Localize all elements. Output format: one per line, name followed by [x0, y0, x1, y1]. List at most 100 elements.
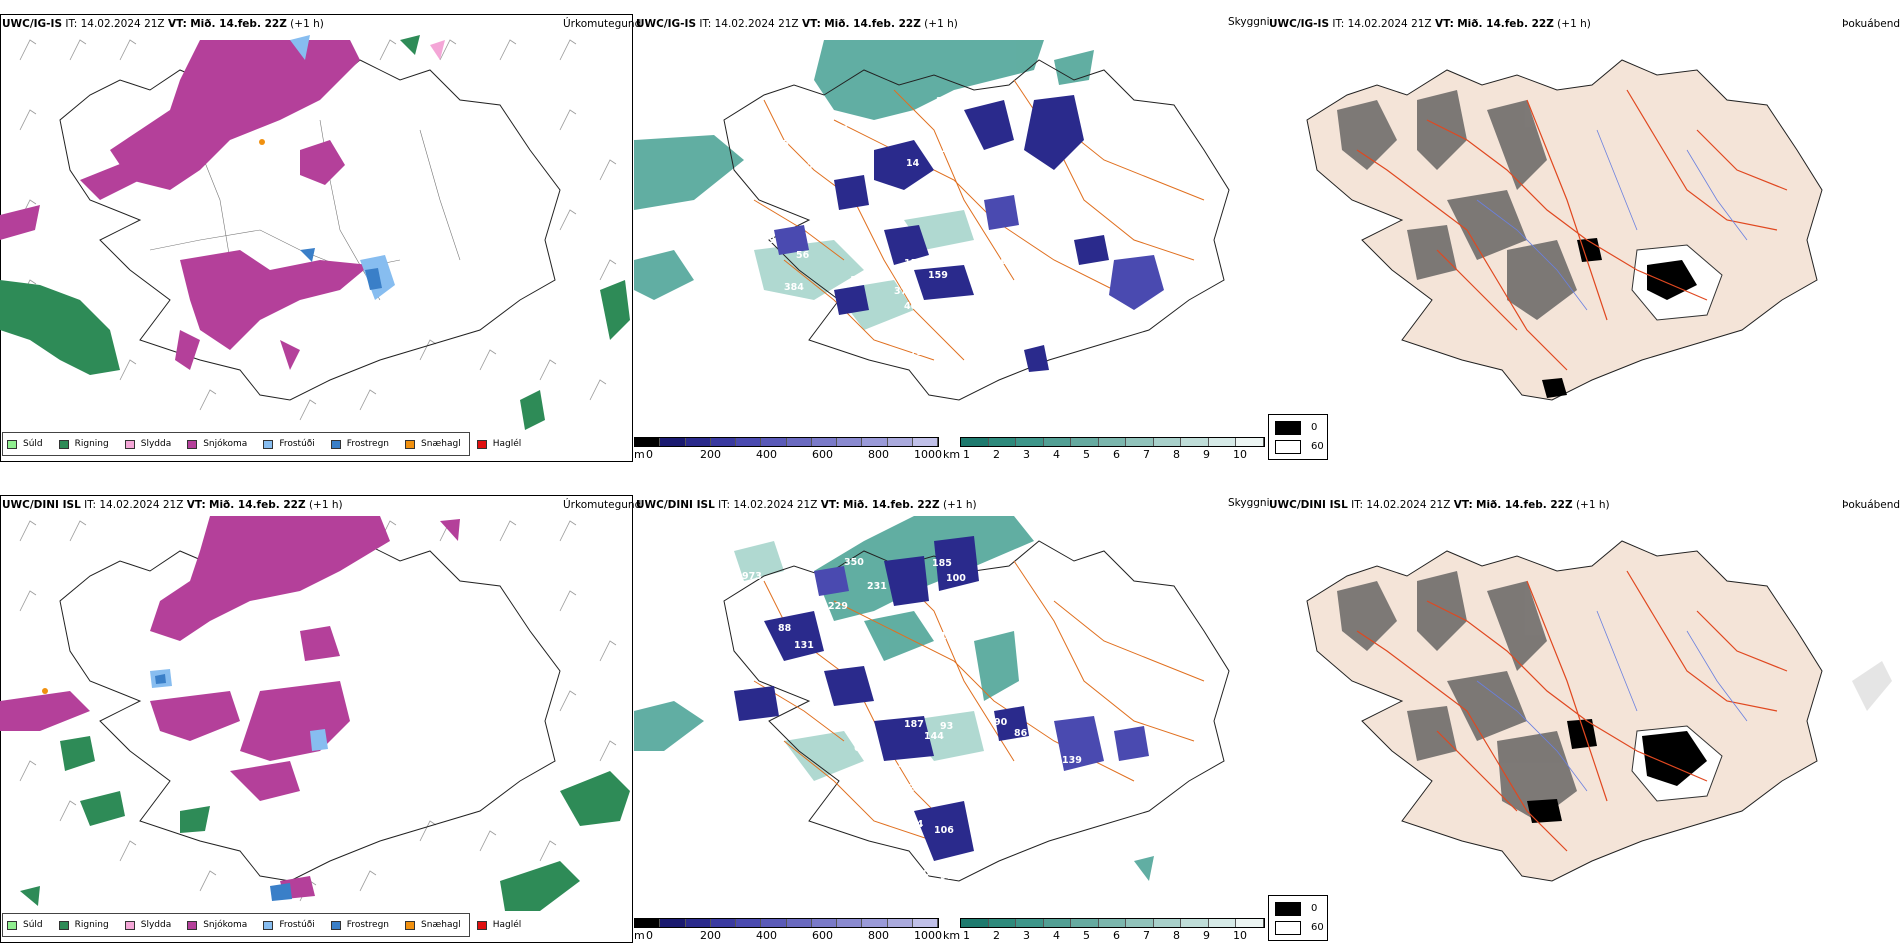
panel-title: UWC/IG-IS IT: 14.02.2024 21Z VT: Mið. 14… — [1269, 18, 1591, 30]
station-label: 977 — [940, 871, 960, 882]
legend-swatch — [1275, 902, 1301, 916]
model-name: UWC/IG-IS — [1269, 18, 1330, 30]
colorbar-tick: 9 — [1203, 448, 1210, 461]
legend-item: Haglél — [476, 920, 521, 930]
vt-value: Mið. 14.feb. 22Z — [824, 18, 921, 30]
legend-item: Súld — [7, 439, 43, 449]
colorbar-tick: 4 — [1053, 448, 1060, 461]
station-label: 340 — [952, 93, 972, 104]
station-label: 14 — [906, 158, 920, 169]
colorbar-segment — [710, 919, 736, 927]
panel-title: UWC/DINI ISL IT: 14.02.2024 21Z VT: Mið.… — [636, 499, 977, 511]
elevation-colorbar-labels: m 0 200 400 600 800 1000 — [634, 448, 954, 462]
it-value: 14.02.2024 21Z — [99, 499, 184, 511]
legend-label: Súld — [23, 439, 43, 449]
colorbar-unit: m — [634, 929, 645, 942]
station-label: 973 — [742, 571, 762, 582]
colorbar-segment — [736, 919, 762, 927]
station-label: 79 — [802, 682, 815, 693]
legend-item: Snjókoma — [187, 920, 247, 930]
colorbar-segment — [761, 919, 787, 927]
station-label: 274 — [906, 839, 926, 850]
it-value: 14.02.2024 21Z — [714, 18, 799, 30]
station-label: 81 — [946, 250, 959, 261]
legend-item: Rigning — [58, 439, 109, 449]
lead-time: (+1 h) — [1575, 499, 1610, 511]
legend-item: Frostregn — [330, 920, 390, 930]
colorbar-unit: km — [943, 448, 961, 461]
colorbar-tick: 1 — [963, 448, 970, 461]
colorbar-tick: 8 — [1173, 448, 1180, 461]
station-label: 300 — [936, 96, 956, 107]
lead-time: (+1 h) — [290, 18, 324, 30]
it-value: 14.02.2024 21Z — [1347, 18, 1432, 30]
fog-legend-top: 0 60 — [1268, 414, 1328, 460]
colorbar-segment — [1043, 438, 1072, 446]
vt-value: Mið. 14.feb. 22Z — [209, 499, 306, 511]
colorbar-segment — [811, 438, 837, 446]
legend-item: Snæhagl — [405, 439, 461, 449]
legend-label: 0 — [1311, 903, 1318, 914]
panel-title: UWC/IG-IS IT: 14.02.2024 21Z VT: Mið. 14… — [2, 18, 324, 30]
lead-time: (+1 h) — [1557, 18, 1591, 30]
station-label: 84 — [910, 819, 924, 830]
colorbar-tick: 400 — [756, 448, 777, 461]
vt-label: VT: — [167, 18, 187, 30]
station-label: 82 — [802, 352, 815, 363]
colorbar-segment — [1016, 919, 1044, 927]
station-label: 56 — [770, 676, 784, 687]
legend-label: Snæhagl — [421, 439, 461, 449]
colorbar-segment — [1208, 438, 1237, 446]
legend-swatch — [187, 920, 198, 930]
station-label: 135 — [1016, 294, 1036, 305]
legend-item: Súld — [7, 920, 43, 930]
model-name: UWC/DINI ISL — [2, 499, 81, 511]
colorbar-tick: 10 — [1233, 929, 1247, 942]
colorbar-segment — [1126, 438, 1154, 446]
colorbar-segment — [1208, 919, 1237, 927]
station-label: 290 — [908, 783, 928, 794]
station-label: 560 — [786, 585, 806, 596]
precip-type-panel-top: UWC/IG-IS IT: 14.02.2024 21Z VT: Mið. 14… — [0, 0, 641, 470]
station-label: 71 — [934, 144, 947, 155]
colorbar-segment — [761, 438, 787, 446]
vt-value: Mið. 14.feb. 22Z — [1476, 499, 1573, 511]
station-label: 144 — [924, 731, 944, 742]
legend-label: Slydda — [140, 920, 172, 930]
station-label: 67 — [784, 202, 797, 213]
colorbar-segment — [1071, 438, 1099, 446]
it-label: IT: — [1332, 18, 1345, 30]
visibility-colorbar-top — [960, 437, 1265, 447]
legend-item: Snæhagl — [405, 920, 461, 930]
it-label: IT: — [718, 499, 731, 511]
colorbar-tick: 7 — [1143, 929, 1150, 942]
colorbar-tick: 2 — [993, 448, 1000, 461]
colorbar-tick: 200 — [700, 448, 721, 461]
station-label: 316 — [898, 759, 918, 770]
colorbar-unit: km — [943, 929, 961, 942]
station-label: 130 — [930, 188, 950, 199]
colorbar-tick: 800 — [868, 448, 889, 461]
legend-item: Frostúði — [263, 920, 315, 930]
visibility-map-bottom: 973 560 229 350 231 185 100 76 222 141 1… — [634, 516, 1230, 882]
precip-legend: Súld Rigning Slydda Snjókoma Frostúði Fr… — [2, 432, 521, 456]
it-value: 14.02.2024 21Z — [733, 499, 818, 511]
station-label: 58 — [732, 682, 746, 693]
station-label: 222 — [966, 605, 986, 616]
station-label: 903 — [872, 329, 892, 340]
station-label: 100 — [910, 868, 930, 879]
legend-swatch — [1275, 921, 1301, 935]
legend-label: 60 — [1311, 922, 1324, 933]
colorbar-unit: m — [634, 448, 645, 461]
legend-label: Frostregn — [346, 920, 390, 930]
colorbar-segment — [811, 919, 837, 927]
colorbar-segment — [837, 919, 863, 927]
parameter-name: Þokuábendi — [1842, 18, 1900, 30]
colorbar-segment — [710, 438, 736, 446]
station-label: 131 — [794, 640, 814, 651]
colorbar-segment — [912, 438, 938, 446]
model-name: UWC/DINI ISL — [636, 499, 715, 511]
vt-label: VT: — [820, 499, 840, 511]
fog-panel-bottom: UWC/DINI ISL IT: 14.02.2024 21Z VT: Mið.… — [1267, 481, 1900, 951]
colorbar-segment — [1153, 438, 1182, 446]
